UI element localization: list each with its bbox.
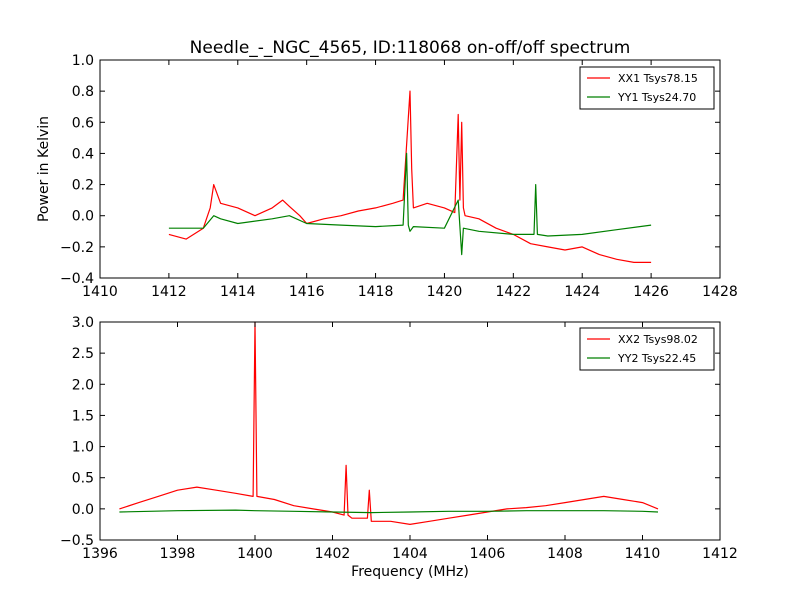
y-tick-label: −0.4 — [60, 271, 94, 287]
x-tick-label: 1424 — [564, 284, 600, 300]
legend-box — [579, 66, 715, 110]
x-tick-label: 1416 — [289, 284, 325, 300]
x-tick-label: 1402 — [315, 546, 351, 562]
series-line-1 — [168, 90, 652, 263]
x-tick-label: 1412 — [702, 546, 738, 562]
y-tick-label: 1.0 — [72, 53, 94, 69]
x-tick-label: 1406 — [470, 546, 506, 562]
series-line-1 — [119, 321, 659, 525]
bottom-panel: 1396 1398 1400 1402 1404 1406 1408 1410 1412 −0.5… — [60, 315, 738, 580]
x-tick-label: 1412 — [151, 284, 187, 300]
x-tick-label: 1400 — [237, 546, 273, 562]
legend: XX2 Tsys98.02 YY2 Tsys22.45 — [579, 327, 715, 371]
series-line-2 — [119, 509, 659, 514]
legend-label: XX1 Tsys78.15 — [618, 72, 698, 85]
y-tick-label: 1.5 — [72, 408, 94, 424]
y-tick-label: 0.0 — [72, 502, 94, 518]
plot-frame — [99, 59, 721, 279]
x-tick-label: 1398 — [160, 546, 196, 562]
x-tick-label: 1422 — [496, 284, 532, 300]
top-panel: 1410 1412 1414 1416 1418 1420 1422 1424 1426 1428… — [36, 53, 738, 300]
legend-box — [579, 327, 715, 371]
x-tick-label: 1396 — [82, 546, 118, 562]
chart-title: Needle_-_NGC_4565, ID:118068 on-off/off … — [190, 38, 631, 58]
y-tick-label: 2.5 — [72, 346, 94, 362]
y-axis-title: Power in Kelvin — [36, 116, 52, 222]
x-tick-label: 1410 — [82, 284, 118, 300]
legend-label: YY1 Tsys24.70 — [617, 91, 696, 104]
series-line-2 — [168, 152, 652, 256]
y-tick-label: −0.2 — [60, 240, 94, 256]
x-tick-label: 1408 — [547, 546, 583, 562]
x-tick-label: 1414 — [220, 284, 256, 300]
legend-label: XX2 Tsys98.02 — [618, 333, 698, 346]
y-tick-label: 0.4 — [72, 146, 94, 162]
y-tick-label: 0.6 — [72, 115, 94, 131]
y-tick-label: 0.5 — [72, 471, 94, 487]
x-tick-label: 1428 — [702, 284, 738, 300]
y-tick-label: 3.0 — [72, 315, 94, 331]
x-tick-label: 1404 — [392, 546, 428, 562]
y-tick-label: 2.0 — [72, 377, 94, 393]
y-tick-label: 0.0 — [72, 209, 94, 225]
legend-label: YY2 Tsys22.45 — [617, 352, 696, 365]
x-axis-title: Frequency (MHz) — [351, 564, 469, 580]
y-tick-label: 1.0 — [72, 440, 94, 456]
x-tick-label: 1418 — [358, 284, 394, 300]
legend: XX1 Tsys78.15 YY1 Tsys24.70 — [579, 66, 715, 110]
x-tick-label: 1410 — [625, 546, 661, 562]
y-tick-label: 0.2 — [72, 178, 94, 194]
x-tick-label: 1420 — [427, 284, 463, 300]
y-tick-label: −0.5 — [60, 533, 94, 549]
x-tick-label: 1426 — [633, 284, 669, 300]
y-tick-label: 0.8 — [72, 84, 94, 100]
